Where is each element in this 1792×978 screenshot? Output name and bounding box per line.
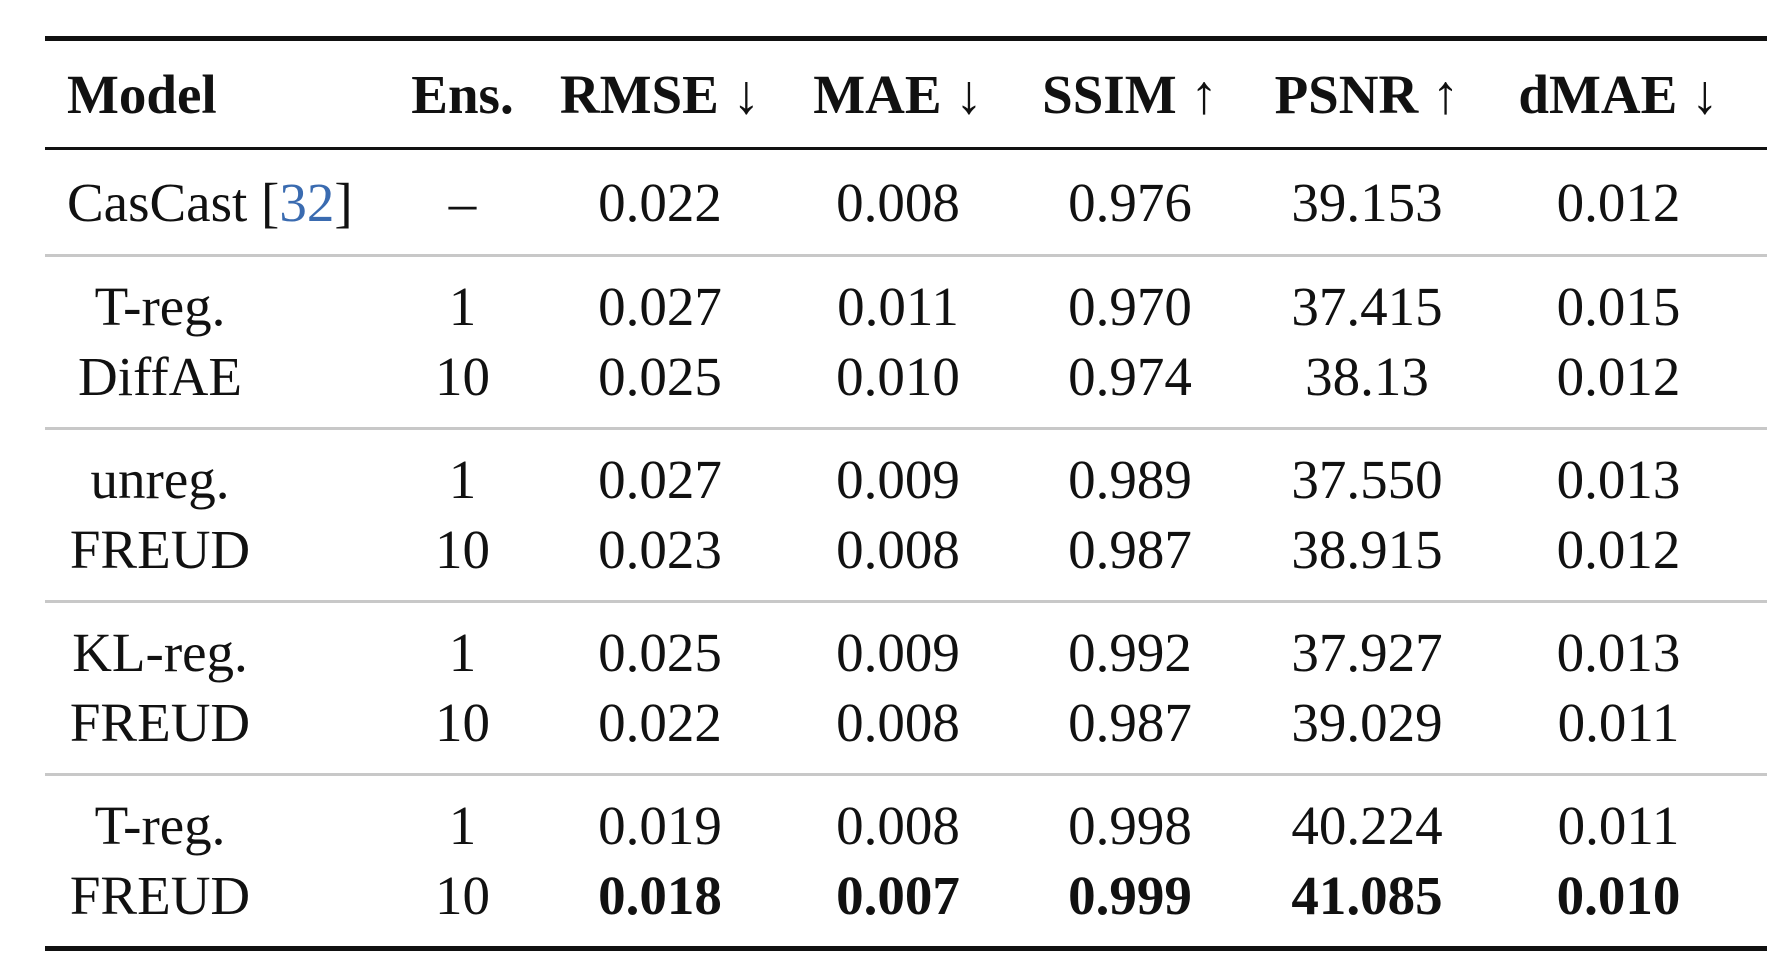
group-separator <box>45 427 1767 430</box>
citation-link[interactable]: 32 <box>279 171 335 233</box>
ssim-cell: 0.987 <box>1068 518 1192 580</box>
table-row: CasCast [32] – 0.022 0.008 0.976 39.153 … <box>45 150 1767 254</box>
rmse-cell: 0.025 <box>598 345 722 407</box>
psnr-cell: 39.153 <box>1291 171 1443 233</box>
rmse-cell-best: 0.018 <box>598 864 722 926</box>
header-psnr: PSNR ↑ <box>1274 63 1460 125</box>
dmae-cell: 0.011 <box>1557 691 1680 753</box>
rmse-cell: 0.019 <box>598 794 722 856</box>
header-rmse: RMSE ↓ <box>559 63 761 125</box>
rmse-cell: 0.025 <box>598 621 722 683</box>
model-name-line2: FREUD <box>69 864 251 926</box>
mae-cell: 0.008 <box>836 171 960 233</box>
header-dmae: dMAE ↓ <box>1518 63 1719 125</box>
rmse-cell: 0.027 <box>598 448 722 510</box>
model-group: KL-reg. 1 0.025 0.009 0.992 37.927 0.013… <box>45 603 1767 773</box>
mae-cell: 0.009 <box>836 448 960 510</box>
header-model: Model <box>67 63 217 125</box>
mae-cell: 0.008 <box>836 691 960 753</box>
table-row: FREUD 10 0.018 0.007 0.999 41.085 0.010 <box>45 860 1767 930</box>
mae-cell-best: 0.007 <box>836 864 960 926</box>
ssim-cell: 0.974 <box>1068 345 1192 407</box>
table-row: unreg. 1 0.027 0.009 0.989 37.550 0.013 <box>45 444 1767 514</box>
model-group: T-reg. 1 0.019 0.008 0.998 40.224 0.011 … <box>45 776 1767 946</box>
ens-cell: – <box>448 171 477 233</box>
mae-cell: 0.008 <box>836 794 960 856</box>
table-row: FREUD 10 0.022 0.008 0.987 39.029 0.011 <box>45 687 1767 757</box>
psnr-cell: 39.029 <box>1291 691 1443 753</box>
header-row: Model Ens. RMSE ↓ MAE ↓ SSIM ↑ PSNR ↑ dM… <box>45 41 1767 147</box>
psnr-cell: 37.415 <box>1291 275 1443 337</box>
ssim-cell: 0.992 <box>1068 621 1192 683</box>
model-name-line1: KL-reg. <box>72 621 248 683</box>
header-mae: MAE ↓ <box>813 63 983 125</box>
rmse-cell: 0.027 <box>598 275 722 337</box>
model-name-line2: FREUD <box>69 691 251 753</box>
model-name-line1: T-reg. <box>94 275 226 337</box>
dmae-cell: 0.012 <box>1556 171 1681 233</box>
ssim-cell: 0.987 <box>1068 691 1192 753</box>
dmae-cell: 0.013 <box>1556 448 1681 510</box>
table-row: KL-reg. 1 0.025 0.009 0.992 37.927 0.013 <box>45 617 1767 687</box>
citation-bracket-open: [ <box>261 171 280 233</box>
dmae-cell: 0.013 <box>1556 621 1681 683</box>
table-row: FREUD 10 0.023 0.008 0.987 38.915 0.012 <box>45 514 1767 584</box>
model-name-line2: FREUD <box>69 518 251 580</box>
ssim-cell: 0.970 <box>1068 275 1192 337</box>
psnr-cell: 37.550 <box>1291 448 1443 510</box>
dmae-cell-best: 0.010 <box>1556 864 1681 926</box>
rmse-cell: 0.022 <box>598 171 722 233</box>
dmae-cell: 0.011 <box>1557 794 1680 856</box>
rmse-cell: 0.022 <box>598 691 722 753</box>
dmae-cell: 0.015 <box>1556 275 1681 337</box>
model-name: CasCast [32] <box>45 175 385 230</box>
table-row: T-reg. 1 0.019 0.008 0.998 40.224 0.011 <box>45 790 1767 860</box>
ens-cell: 1 <box>448 448 477 510</box>
table-row: DiffAE 10 0.025 0.010 0.974 38.13 0.012 <box>45 341 1767 411</box>
top-rule <box>45 36 1767 41</box>
ens-cell: 10 <box>435 518 490 580</box>
ens-cell: 1 <box>448 621 477 683</box>
model-label: CasCast <box>67 171 262 233</box>
group-separator <box>45 254 1767 257</box>
psnr-cell: 38.13 <box>1305 345 1429 407</box>
header-ens: Ens. <box>411 63 514 125</box>
ssim-cell: 0.998 <box>1068 794 1192 856</box>
ens-cell: 1 <box>448 275 477 337</box>
psnr-cell-best: 41.085 <box>1291 864 1443 926</box>
group-separator <box>45 773 1767 776</box>
ssim-cell: 0.976 <box>1068 171 1192 233</box>
mae-cell: 0.009 <box>836 621 960 683</box>
table-row: T-reg. 1 0.027 0.011 0.970 37.415 0.015 <box>45 271 1767 341</box>
rmse-cell: 0.023 <box>598 518 722 580</box>
psnr-cell: 38.915 <box>1291 518 1443 580</box>
model-name-line1: unreg. <box>90 448 230 510</box>
mae-cell: 0.008 <box>836 518 960 580</box>
dmae-cell: 0.012 <box>1556 345 1681 407</box>
citation-bracket-close: ] <box>334 171 353 233</box>
header-ssim: SSIM ↑ <box>1042 63 1218 125</box>
ssim-cell: 0.989 <box>1068 448 1192 510</box>
mae-cell: 0.011 <box>837 275 959 337</box>
ens-cell: 10 <box>435 345 490 407</box>
group-separator <box>45 600 1767 603</box>
mae-cell: 0.010 <box>836 345 960 407</box>
baseline-group: CasCast [32] – 0.022 0.008 0.976 39.153 … <box>45 150 1767 254</box>
ssim-cell-best: 0.999 <box>1068 864 1192 926</box>
header-rule <box>45 147 1767 150</box>
dmae-cell: 0.012 <box>1556 518 1681 580</box>
bottom-rule <box>45 946 1767 951</box>
psnr-cell: 40.224 <box>1291 794 1443 856</box>
ens-cell: 10 <box>435 691 490 753</box>
model-group: unreg. 1 0.027 0.009 0.989 37.550 0.013 … <box>45 430 1767 600</box>
ens-cell: 10 <box>435 864 490 926</box>
results-table: Model Ens. RMSE ↓ MAE ↓ SSIM ↑ PSNR ↑ dM… <box>45 36 1767 951</box>
psnr-cell: 37.927 <box>1291 621 1443 683</box>
model-name-line1: T-reg. <box>94 794 226 856</box>
model-name-line2: DiffAE <box>78 345 242 407</box>
model-group: T-reg. 1 0.027 0.011 0.970 37.415 0.015 … <box>45 257 1767 427</box>
ens-cell: 1 <box>448 794 477 856</box>
